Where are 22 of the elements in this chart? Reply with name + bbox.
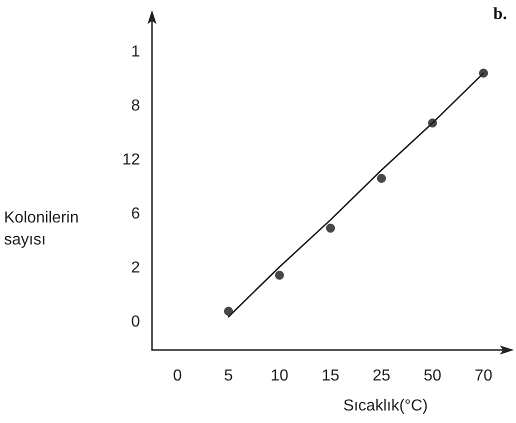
x-axis-title: Sıcaklık(°C) — [343, 398, 428, 414]
point — [377, 174, 386, 183]
text: 2 — [131, 260, 140, 276]
point — [326, 224, 335, 233]
point — [224, 306, 233, 316]
text: 8 — [131, 98, 140, 114]
x-tick-label: 50 — [424, 368, 442, 384]
y-axis-title: Kolonilerin sayısı — [4, 210, 84, 248]
point — [275, 270, 284, 280]
point — [428, 118, 437, 128]
x-tick-label: 25 — [372, 368, 390, 384]
x-tick-label: 15 — [322, 368, 340, 384]
x-tick-label: 70 — [474, 368, 492, 384]
point — [479, 68, 488, 78]
text: 1 — [131, 44, 140, 60]
text: 0 — [131, 314, 140, 330]
x-tick-label: 5 — [224, 368, 234, 384]
text: 12 — [122, 152, 140, 168]
text: 6 — [131, 206, 140, 222]
chart-title: b. — [493, 4, 508, 23]
x-tick-label: 10 — [270, 368, 288, 384]
x-tick-label: 0 — [173, 368, 182, 384]
